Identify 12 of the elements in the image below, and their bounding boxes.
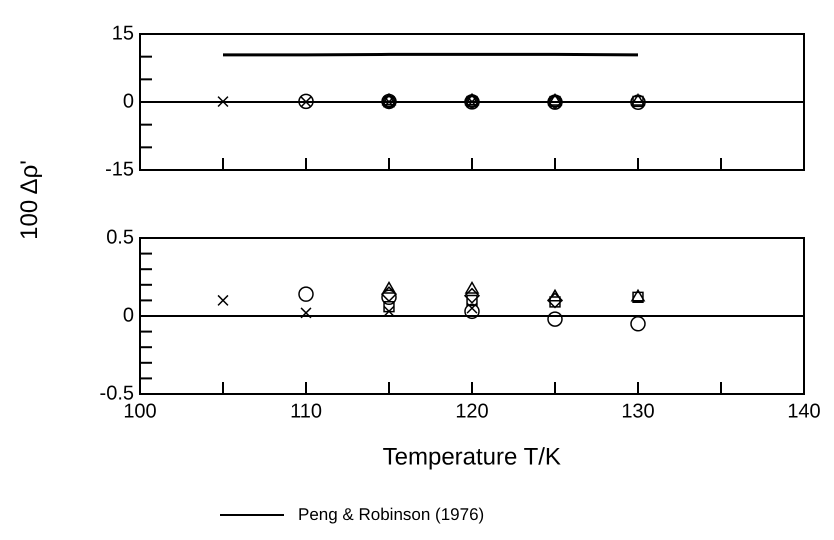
y-tick-label: 0.5 [106, 226, 134, 249]
x-axis-title: Temperature T/K [382, 444, 561, 471]
y-tick-label: 0 [122, 90, 134, 113]
y-tick-label: 0 [122, 304, 134, 327]
y-tick-label: 15 [112, 22, 134, 45]
x-tick-label: 110 [290, 400, 322, 423]
y-tick-label: -15 [105, 158, 134, 181]
x-tick-label: 120 [455, 400, 489, 423]
x-tick-label: 130 [621, 400, 655, 423]
y-axis-title: 100 Δρ' [16, 160, 44, 240]
x-tick-label: 140 [787, 400, 821, 423]
legend-label: Peng & Robinson (1976) [298, 505, 484, 525]
